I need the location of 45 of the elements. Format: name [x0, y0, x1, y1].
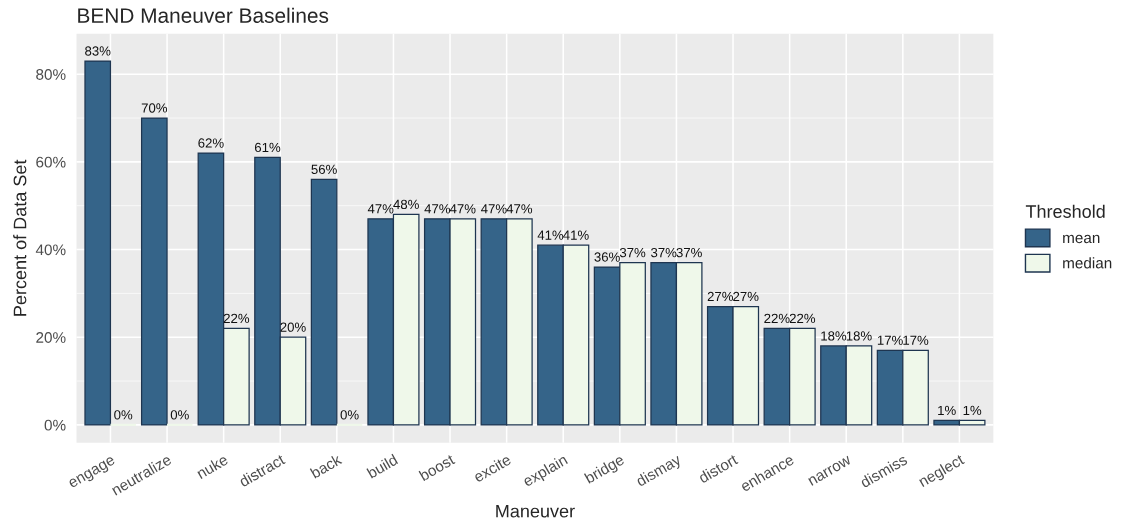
x-tick-label: excite — [472, 453, 512, 483]
data-label: 61% — [254, 142, 281, 153]
data-label: 18% — [846, 331, 872, 341]
data-label: 36% — [594, 252, 620, 262]
x-tick-label: back — [309, 453, 343, 479]
data-label: 22% — [764, 313, 790, 323]
x-tick-label: build — [366, 453, 399, 479]
data-label: 0% — [114, 410, 133, 420]
data-label: 37% — [651, 247, 677, 258]
data-label: 62% — [198, 138, 224, 148]
data-label: 83% — [85, 46, 111, 56]
y-tick-label: 80% — [36, 69, 66, 80]
legend-label: median — [1063, 257, 1112, 269]
data-label: 47% — [481, 204, 507, 214]
data-label: 47% — [506, 204, 533, 214]
data-label: 41% — [563, 230, 589, 240]
data-label: 22% — [789, 313, 816, 323]
y-axis-title: Percent of Data Set — [13, 159, 27, 316]
chart-title: BEND Maneuver Baselines — [78, 7, 329, 23]
data-label: 47% — [424, 204, 451, 214]
data-label: 47% — [367, 204, 394, 214]
x-axis-title: Maneuver — [496, 504, 575, 518]
data-label: 18% — [821, 331, 847, 341]
y-tick-label: 60% — [36, 156, 66, 168]
legend-label: mean — [1063, 234, 1100, 244]
data-label: 17% — [903, 335, 929, 345]
data-label: 1% — [963, 405, 982, 416]
data-label: 17% — [877, 335, 903, 345]
y-tick-label: 0% — [44, 419, 66, 431]
data-label: 47% — [449, 204, 476, 214]
legend-title: Threshold — [1025, 204, 1105, 218]
data-label: 70% — [141, 103, 168, 113]
y-tick-label: 40% — [35, 244, 66, 256]
x-tick-label: nuke — [195, 453, 229, 480]
data-label: 48% — [393, 199, 419, 210]
y-tick-label: 20% — [36, 332, 66, 343]
data-label: 41% — [537, 230, 564, 240]
data-label: 0% — [340, 410, 359, 420]
data-label: 37% — [619, 247, 646, 258]
data-label: 27% — [707, 291, 734, 302]
data-label: 1% — [938, 405, 956, 416]
data-label: 56% — [311, 164, 337, 175]
data-label: 27% — [733, 291, 759, 302]
data-label: 0% — [170, 410, 189, 420]
data-label: 37% — [676, 247, 702, 258]
